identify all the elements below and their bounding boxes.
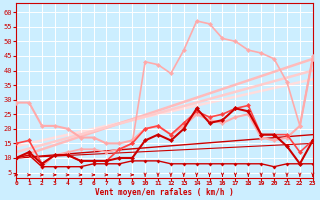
X-axis label: Vent moyen/en rafales ( km/h ): Vent moyen/en rafales ( km/h ) (95, 188, 234, 197)
